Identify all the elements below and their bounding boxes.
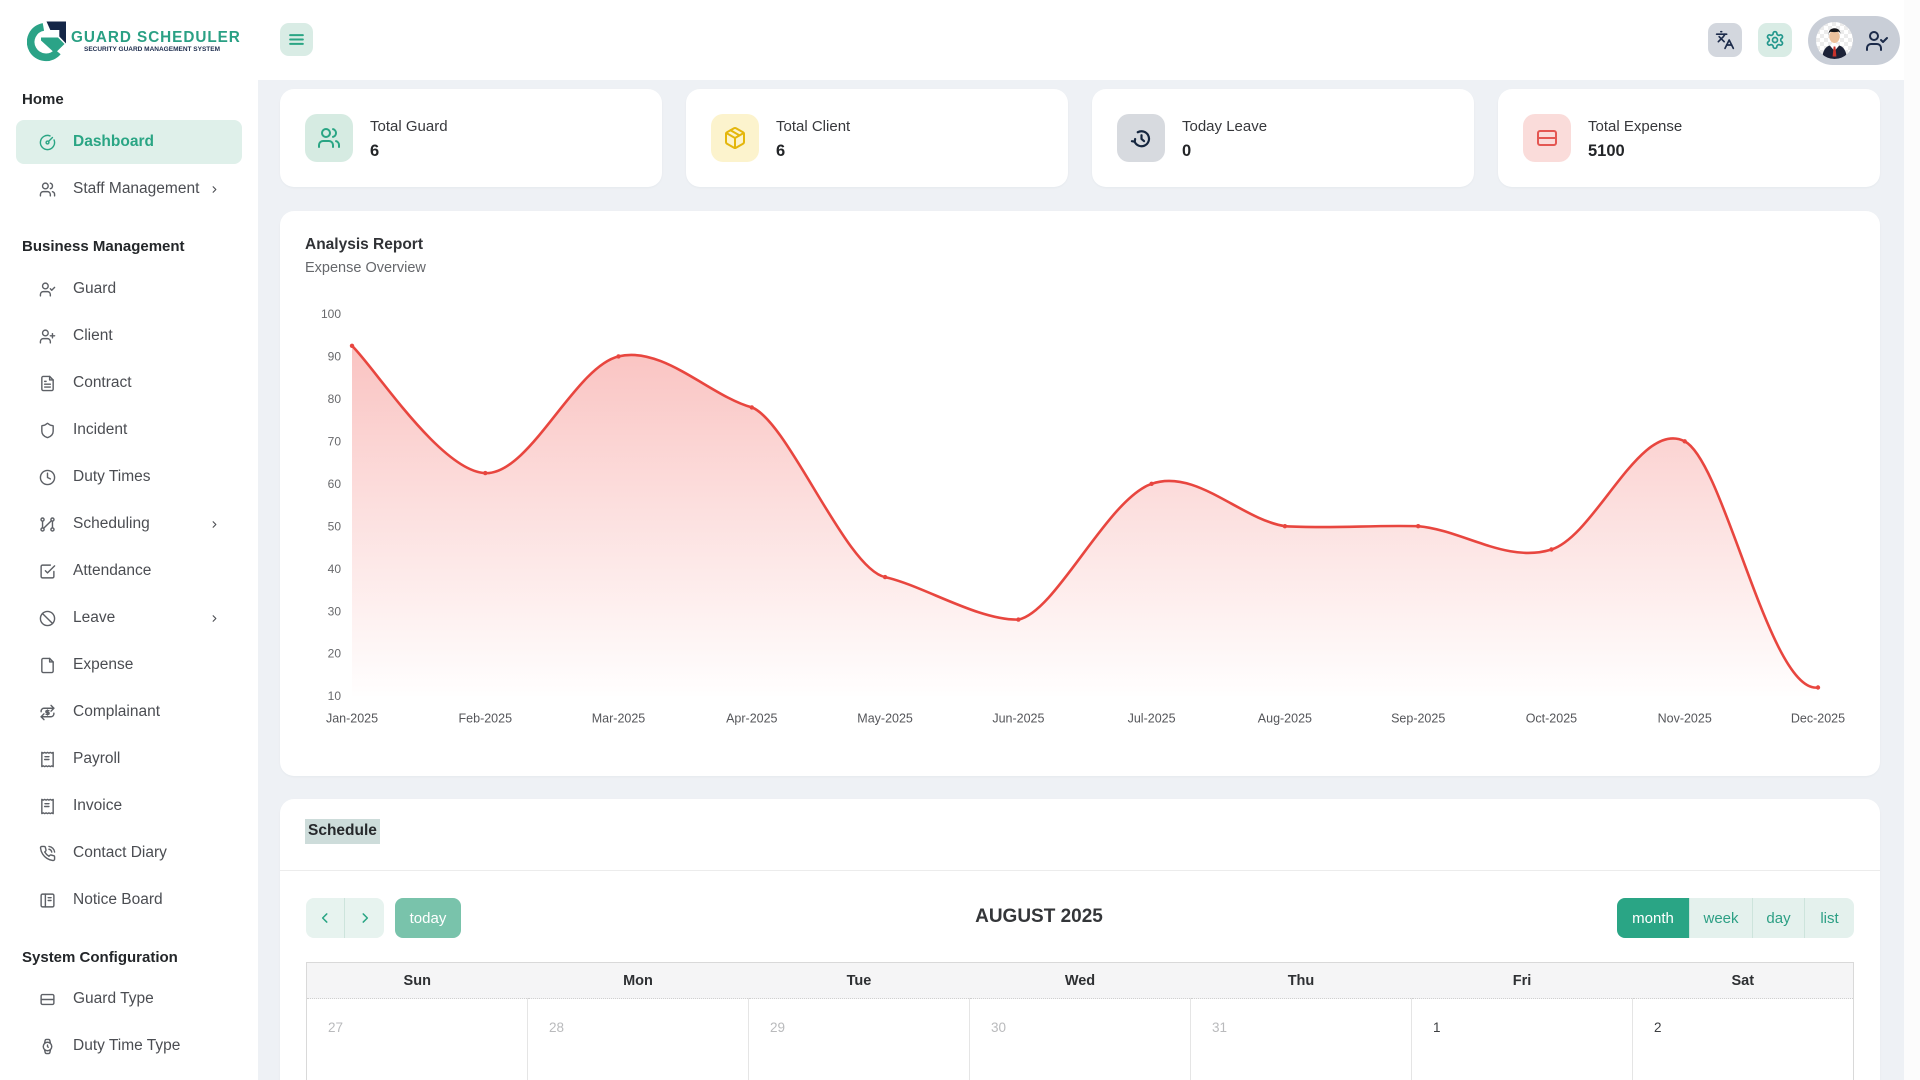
svg-text:Sep-2025: Sep-2025 xyxy=(1391,712,1445,726)
svg-text:10: 10 xyxy=(328,689,342,703)
svg-text:50: 50 xyxy=(328,519,342,533)
svg-text:Jan-2025: Jan-2025 xyxy=(326,712,378,726)
svg-text:90: 90 xyxy=(328,350,342,364)
svg-text:70: 70 xyxy=(328,435,342,449)
svg-text:Jun-2025: Jun-2025 xyxy=(992,712,1044,726)
svg-text:May-2025: May-2025 xyxy=(857,712,913,726)
svg-text:Aug-2025: Aug-2025 xyxy=(1258,712,1312,726)
svg-text:Mar-2025: Mar-2025 xyxy=(592,712,646,726)
svg-text:Nov-2025: Nov-2025 xyxy=(1658,712,1712,726)
svg-text:Dec-2025: Dec-2025 xyxy=(1791,712,1845,726)
svg-text:60: 60 xyxy=(328,477,342,491)
svg-text:40: 40 xyxy=(328,562,342,576)
svg-text:Oct-2025: Oct-2025 xyxy=(1526,712,1577,726)
svg-text:Jul-2025: Jul-2025 xyxy=(1128,712,1176,726)
svg-text:100: 100 xyxy=(321,307,341,321)
svg-text:20: 20 xyxy=(328,647,342,661)
svg-text:Feb-2025: Feb-2025 xyxy=(459,712,513,726)
svg-text:80: 80 xyxy=(328,392,342,406)
svg-text:Apr-2025: Apr-2025 xyxy=(726,712,777,726)
svg-text:30: 30 xyxy=(328,604,342,618)
